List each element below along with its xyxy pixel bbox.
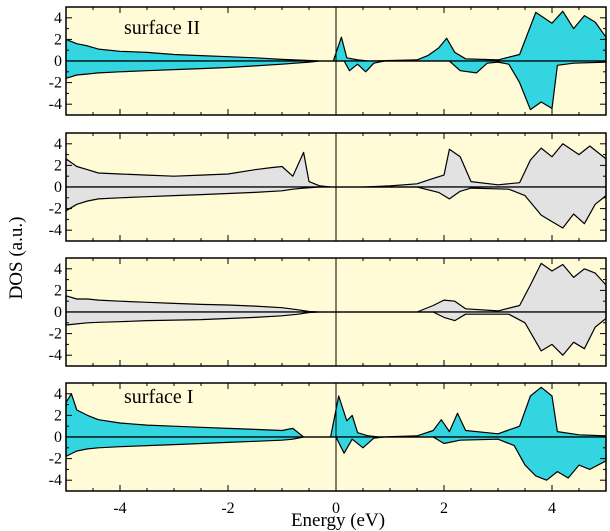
y-tick-label: -2 <box>49 451 62 468</box>
y-tick-label: 4 <box>54 261 62 278</box>
panel-frame <box>65 257 607 367</box>
y-tick-label: 0 <box>54 53 62 70</box>
x-tick-label: -4 <box>113 500 126 517</box>
panel-2: 4 2 0 -2 -4 <box>49 132 607 242</box>
x-tick-label: 4 <box>548 500 556 517</box>
y-tick-label: -4 <box>49 222 62 239</box>
y-tick-label: 2 <box>54 31 62 48</box>
panel-1: 4 2 0 -2 -4 surface II <box>49 6 607 116</box>
panel-frame <box>65 132 607 242</box>
panel-label: surface II <box>124 17 200 39</box>
y-tick-label: 2 <box>54 282 62 299</box>
x-tick-label: 2 <box>440 500 448 517</box>
y-tick-label: 2 <box>54 407 62 424</box>
panels-group: 4 2 0 -2 -4 surface II 4 2 0 -2 -4 4 2 0 -2 -4 4 2 0 -2 -4 su… <box>49 6 607 517</box>
y-tick-label: 4 <box>54 386 62 403</box>
y-tick-label: -4 <box>49 96 62 113</box>
y-tick-label: 0 <box>54 179 62 196</box>
panel-frame <box>65 382 607 492</box>
y-tick-label: 4 <box>54 136 62 153</box>
x-axis-label: Energy (eV) <box>291 510 385 531</box>
spin-down-dos <box>65 311 607 356</box>
y-tick-label: 0 <box>54 429 62 446</box>
spin-up-dos <box>65 262 607 313</box>
spin-down-dos <box>65 436 607 481</box>
y-tick-label: -2 <box>49 326 62 343</box>
y-tick-label: -2 <box>49 75 62 92</box>
x-tick-label: -2 <box>221 500 234 517</box>
panel-label: surface I <box>124 386 193 408</box>
y-tick-label: -4 <box>49 347 62 364</box>
y-tick-label: 2 <box>54 157 62 174</box>
panel-3: 4 2 0 -2 -4 <box>49 257 607 367</box>
y-tick-label: 4 <box>54 10 62 27</box>
spin-down-dos <box>65 186 607 229</box>
spin-down-dos <box>65 60 607 111</box>
panel-4: 4 2 0 -2 -4 surface I -4 -2 0 2 4 <box>49 382 607 517</box>
y-tick-label: 0 <box>54 304 62 321</box>
x-tick-label: 0 <box>332 500 340 517</box>
y-axis-label: DOS (a.u.) <box>6 217 27 300</box>
y-tick-label: -4 <box>49 472 62 489</box>
panel-frame <box>65 6 607 116</box>
y-tick-label: -2 <box>49 201 62 218</box>
